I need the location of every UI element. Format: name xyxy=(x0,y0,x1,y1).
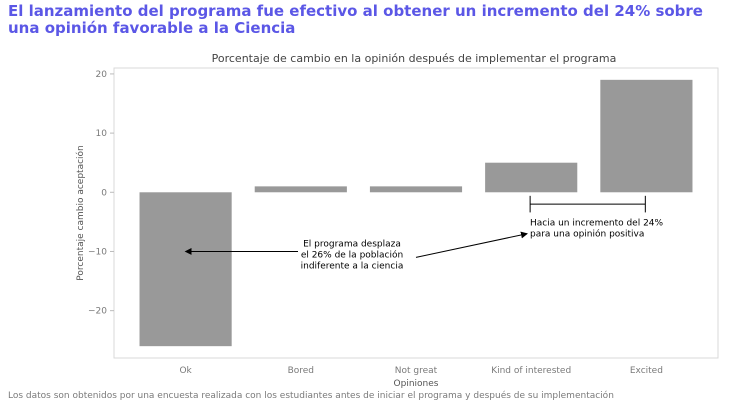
headline-line-2: una opinión favorable a la Ciencia xyxy=(8,19,296,37)
y-axis-label: Porcentaje cambio aceptación xyxy=(75,145,86,280)
chart-title: Porcentaje de cambio en la opinión despu… xyxy=(212,52,617,65)
y-tick-label: −10 xyxy=(88,247,107,257)
bar-0 xyxy=(139,192,232,347)
annotation-1-text: El programa desplaza xyxy=(303,240,401,250)
x-tick-label: Not great xyxy=(395,366,438,376)
headline-line-1: El lanzamiento del programa fue efectivo… xyxy=(8,2,703,20)
annotation-2-text: Hacia un incremento del 24% xyxy=(530,218,664,228)
y-tick-label: −20 xyxy=(88,307,107,317)
bar-4 xyxy=(600,79,693,193)
annotation-2-text: para una opinión positiva xyxy=(530,228,644,239)
footer-note: Los datos son obtenidos por una encuesta… xyxy=(8,391,614,401)
chart-headline: El lanzamiento del programa fue efectivo… xyxy=(8,3,728,37)
x-tick-label: Excited xyxy=(630,366,663,376)
x-axis-label: Opiniones xyxy=(394,379,439,389)
bar-3 xyxy=(485,162,578,193)
y-tick-label: 0 xyxy=(101,188,107,198)
annotation-1-text: indiferente a la ciencia xyxy=(301,262,404,272)
bar-1 xyxy=(254,186,347,193)
annotation-2-arrow xyxy=(415,231,528,258)
bar-2 xyxy=(369,186,463,193)
y-tick-label: 20 xyxy=(96,70,108,80)
x-tick-label: Kind of interested xyxy=(491,366,571,376)
x-tick-label: Bored xyxy=(288,366,314,376)
plot-area-frame xyxy=(113,67,719,359)
annotation-1-text: el 26% de la población xyxy=(301,250,403,261)
x-tick-label: Ok xyxy=(179,366,192,376)
y-tick-label: 10 xyxy=(96,129,108,139)
